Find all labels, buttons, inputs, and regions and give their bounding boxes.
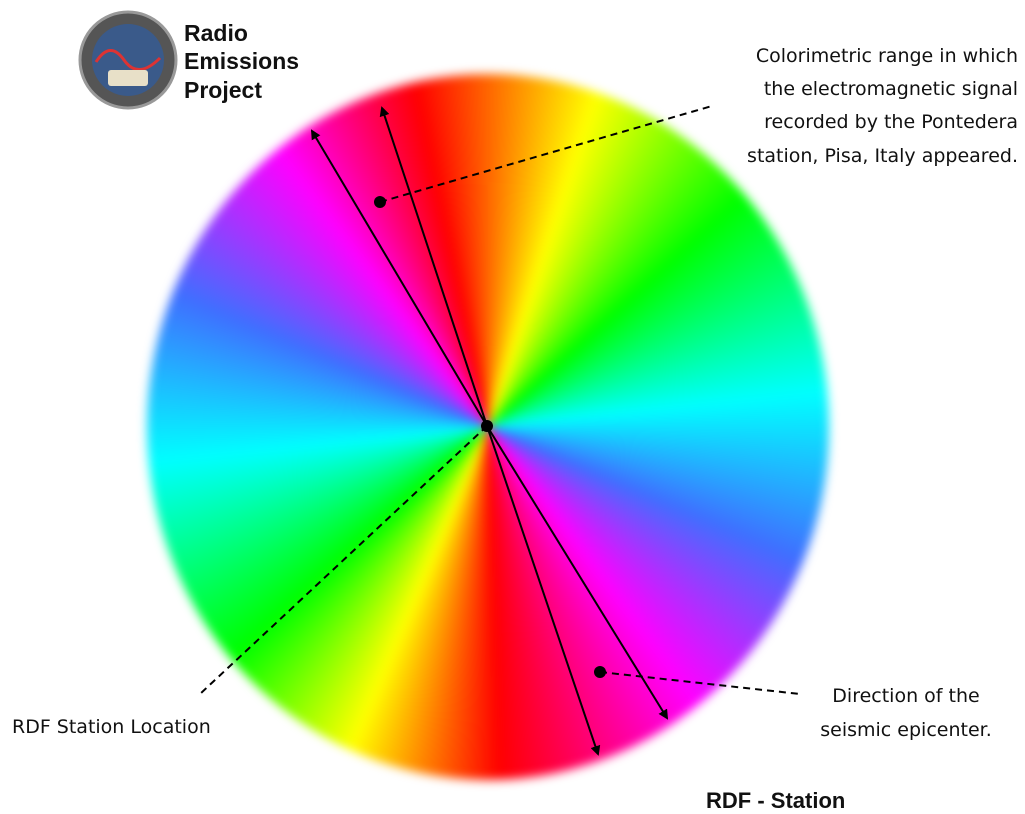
logo-text: Project (184, 77, 262, 103)
epicenter-dot (594, 666, 606, 678)
annotation-line: Colorimetric range in which (756, 45, 1018, 67)
annotation-line: station, Pisa, Italy appeared. (747, 145, 1018, 167)
annotation-line: the electromagnetic signal (764, 78, 1018, 100)
annotation-line: Direction of the (832, 685, 979, 707)
center-dot (481, 420, 493, 432)
annotation: RDF Station Location (12, 716, 211, 738)
signal-dot (374, 196, 386, 208)
leader-lines (199, 105, 801, 695)
direction-arrows (310, 106, 669, 756)
footer-label: RDF - Station (706, 788, 845, 813)
logo (78, 10, 178, 110)
annotation-line: seismic epicenter. (820, 719, 992, 741)
logo-text: Emissions (184, 48, 299, 74)
logo-text: Radio (184, 20, 248, 46)
annotation-line: recorded by the Pontedera (764, 111, 1018, 133)
